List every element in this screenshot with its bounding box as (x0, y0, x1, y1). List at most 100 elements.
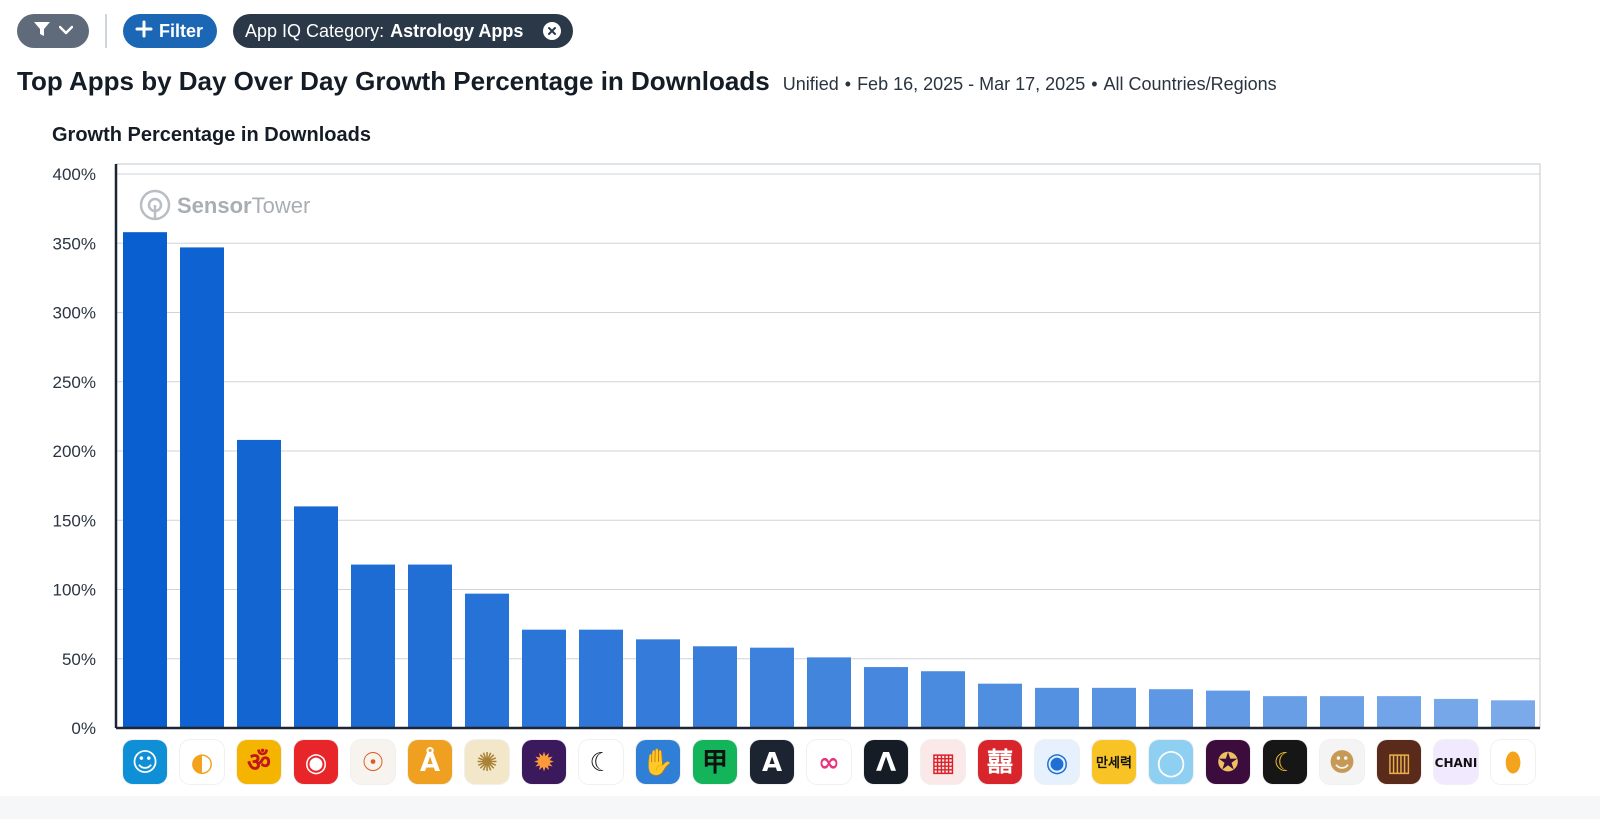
manseryeok-app-icon[interactable]: 만세력 (1092, 740, 1136, 784)
plus-icon (135, 20, 153, 43)
svg-text:▦: ▦ (931, 748, 956, 778)
bar-app-5[interactable] (351, 564, 395, 728)
red-chat-app-icon[interactable]: ◉ (294, 740, 338, 784)
y-tick-label: 200% (53, 442, 96, 461)
face-scan-app-icon[interactable]: ☺ (123, 740, 167, 784)
svg-text:∞: ∞ (818, 748, 840, 778)
svg-text:A: A (762, 748, 782, 778)
bar-app-3[interactable] (237, 439, 281, 728)
om-app-icon[interactable]: ॐ (237, 740, 281, 784)
bar-app-20[interactable] (1206, 690, 1250, 728)
astro-a-app-icon[interactable]: Å (408, 740, 452, 784)
bar-app-15[interactable] (921, 671, 965, 728)
calendar-app-icon[interactable]: ▦ (921, 740, 965, 784)
svg-text:SensorTower: SensorTower (177, 193, 310, 218)
y-tick-label: 100% (53, 581, 96, 600)
astroyogi-app-icon[interactable]: ⬮ (1491, 740, 1535, 784)
bar-app-8[interactable] (522, 629, 566, 728)
bar-app-9[interactable] (579, 629, 623, 728)
astrologer-woman-app-icon[interactable]: ☻ (1320, 740, 1364, 784)
bar-app-17[interactable] (1035, 687, 1079, 728)
bar-app-7[interactable] (465, 593, 509, 728)
eye-app-icon[interactable]: ◉ (1035, 740, 1079, 784)
y-tick-label: 350% (53, 234, 96, 253)
bar-app-10[interactable] (636, 639, 680, 728)
watermark-light: Tower (252, 193, 311, 218)
astro-black-a-app-icon[interactable]: A (750, 740, 794, 784)
bottom-strip (0, 796, 1600, 819)
bar-app-25[interactable] (1491, 700, 1535, 728)
svg-text:✪: ✪ (1217, 748, 1239, 778)
crystal-ball-app-icon[interactable]: ✹ (522, 740, 566, 784)
close-circle-icon[interactable] (543, 22, 562, 40)
chip-key: App IQ Category: (245, 20, 385, 41)
bar-app-6[interactable] (408, 564, 452, 728)
moon-app-icon[interactable]: ◐ (180, 740, 224, 784)
page-title: Top Apps by Day Over Day Growth Percenta… (17, 66, 770, 96)
scope-label: Unified (782, 74, 839, 94)
link-app-icon[interactable]: ∞ (807, 740, 851, 784)
add-filter-label: Filter (159, 20, 204, 41)
region-label: All Countries/Regions (1103, 74, 1277, 94)
svg-text:✹: ✹ (533, 748, 555, 778)
tarot-deck-app-icon[interactable]: ▥ (1377, 740, 1421, 784)
bar-chart: 0% 50% 100% 150% 200% 250% 300% 350% 400% Sensor… (53, 163, 1541, 738)
svg-text:◯: ◯ (1156, 748, 1185, 778)
crescent-app-icon[interactable]: ☾ (579, 740, 623, 784)
bar-app-21[interactable] (1263, 696, 1307, 728)
sage-app-icon[interactable]: ☉ (351, 740, 395, 784)
wizard-app-icon[interactable]: ✋ (636, 740, 680, 784)
y-axis-ticks: 0% 50% 100% 150% 200% 250% 300% 350% 400% (53, 165, 96, 738)
chip-value: Astrology Apps (390, 20, 524, 41)
double-happiness-app-icon[interactable]: 囍 (978, 740, 1022, 784)
chani-app-icon[interactable]: CHANI (1434, 740, 1478, 784)
bar-app-2[interactable] (180, 247, 224, 728)
svg-text:◐: ◐ (191, 748, 214, 778)
svg-text:⬮: ⬮ (1505, 748, 1521, 778)
svg-text:▥: ▥ (1387, 748, 1412, 778)
globe-app-icon[interactable]: ◯ (1149, 740, 1193, 784)
svg-text:◉: ◉ (1046, 748, 1069, 778)
sensortower-watermark: SensorTower (139, 189, 310, 221)
svg-text:☻: ☻ (1328, 748, 1355, 778)
dream-app-icon[interactable]: ☾ (1263, 740, 1307, 784)
bar-app-4[interactable] (294, 506, 338, 728)
zodiac-wheel-app-icon[interactable]: ✪ (1206, 740, 1250, 784)
bar-app-11[interactable] (693, 646, 737, 728)
separator: • (844, 74, 852, 94)
svg-text:✋: ✋ (642, 747, 674, 778)
y-tick-label: 300% (53, 304, 96, 323)
svg-text:◉: ◉ (305, 748, 328, 778)
watermark-bold: Sensor (177, 193, 252, 218)
page-subtitle: Unified • Feb 16, 2025 - Mar 17, 2025 • All … (783, 74, 1277, 95)
filter-menu-toggle[interactable] (17, 14, 89, 48)
svg-text:CHANI: CHANI (1435, 756, 1478, 770)
add-filter-button[interactable]: Filter (123, 14, 218, 48)
funnel-icon (33, 20, 51, 43)
bar-app-19[interactable] (1149, 689, 1193, 728)
bar-app-14[interactable] (864, 667, 908, 728)
category-filter-chip[interactable]: App IQ Category: Astrology Apps (233, 14, 574, 48)
jia-app-icon[interactable]: 甲 (693, 740, 737, 784)
bar-app-16[interactable] (978, 683, 1022, 728)
svg-text:囍: 囍 (987, 748, 1013, 778)
bar-app-1[interactable] (123, 232, 167, 729)
bar-app-18[interactable] (1092, 687, 1136, 728)
tarot-card-app-icon[interactable]: ✺ (465, 740, 509, 784)
bar-app-13[interactable] (807, 657, 851, 728)
chevron-down-icon (58, 22, 74, 40)
date-range: Feb 16, 2025 - Mar 17, 2025 (857, 74, 1086, 94)
y-tick-label: 50% (62, 650, 96, 669)
svg-text:ॐ: ॐ (247, 748, 271, 778)
filter-bar: Filter App IQ Category: Astrology Apps (17, 14, 574, 48)
svg-text:☺: ☺ (131, 748, 158, 778)
bar-app-22[interactable] (1320, 696, 1364, 728)
svg-text:만세력: 만세력 (1096, 755, 1132, 771)
bar-app-24[interactable] (1434, 698, 1478, 728)
dark-a-app-icon[interactable]: Λ (864, 740, 908, 784)
chart-title: Growth Percentage in Downloads (52, 124, 371, 146)
svg-text:✺: ✺ (476, 748, 498, 778)
bar-app-12[interactable] (750, 647, 794, 728)
svg-text:Å: Å (420, 746, 440, 778)
bar-app-23[interactable] (1377, 696, 1421, 728)
